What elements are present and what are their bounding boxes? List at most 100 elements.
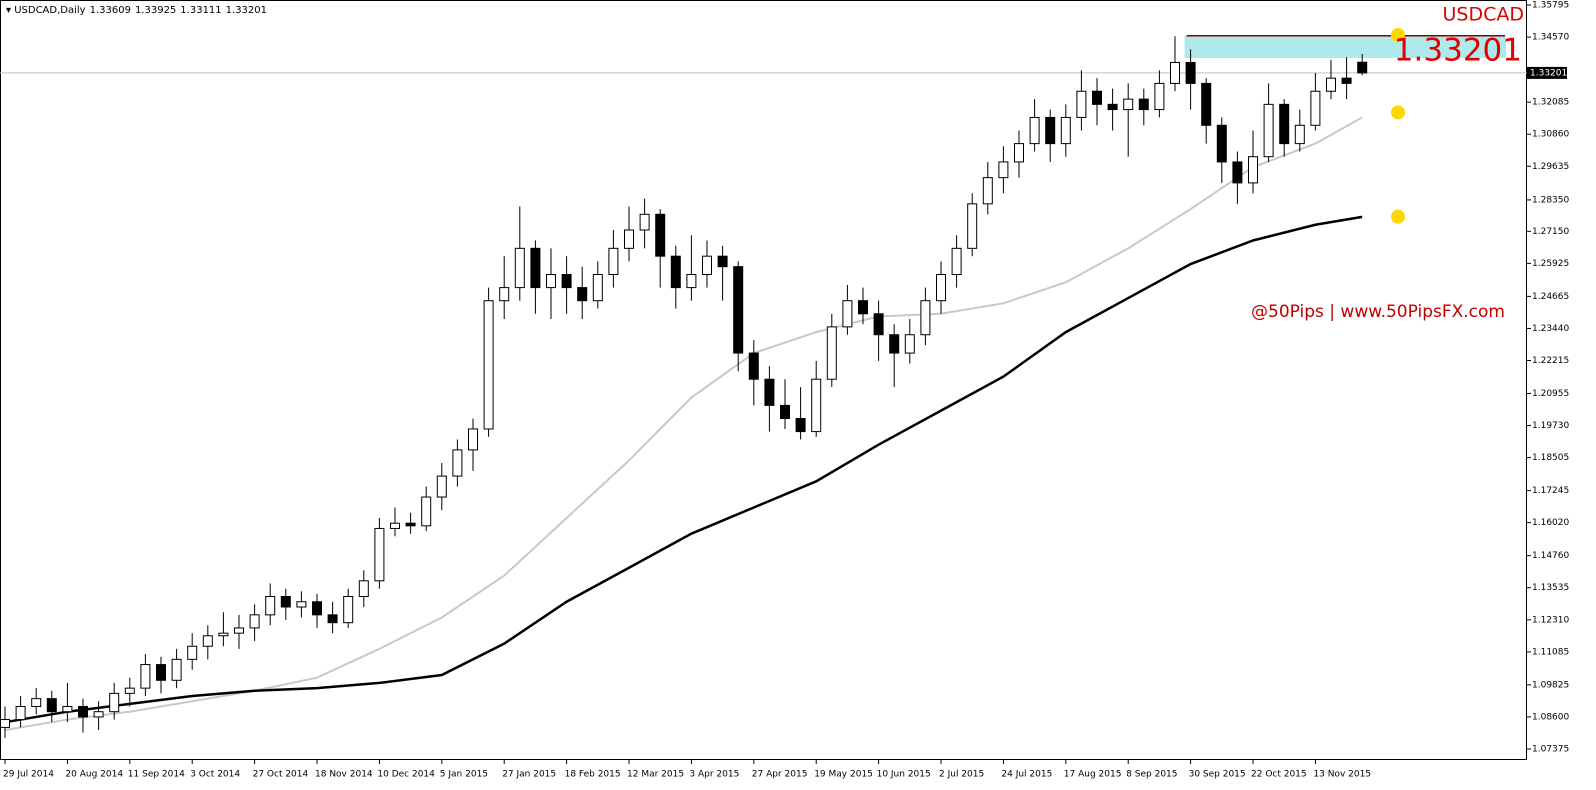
candle-body: [546, 274, 556, 289]
last-price-tag-label: 1.33201: [1530, 68, 1567, 78]
x-tick-label: 19 May 2015: [814, 770, 873, 780]
candle-body: [624, 229, 634, 249]
marker-dot: [1391, 209, 1405, 224]
x-tick-label: 22 Oct 2015: [1251, 770, 1307, 780]
candle-body: [374, 527, 385, 582]
candle-body: [1216, 124, 1227, 163]
candle-body: [1185, 61, 1196, 84]
candle-body: [686, 274, 697, 289]
candle-body: [249, 614, 260, 629]
candle-body: [452, 449, 463, 477]
candle-body: [826, 326, 837, 380]
y-tick-label: 1.25925: [1532, 259, 1569, 269]
candle-body: [1294, 124, 1305, 145]
chart-title: USDCAD: [1443, 4, 1525, 26]
y-tick-label: 1.22215: [1532, 356, 1569, 366]
plot-frame: [0, 0, 1527, 760]
candle-body: [1201, 82, 1212, 126]
y-tick-label: 1.11085: [1532, 647, 1569, 657]
candle-body: [577, 287, 588, 302]
candle-body: [78, 705, 88, 718]
candle-body: [109, 692, 120, 713]
candle-body: [1310, 90, 1321, 126]
candle-body: [15, 705, 26, 721]
candle-body: [124, 687, 135, 694]
candle-body: [421, 496, 432, 527]
candle-body: [1138, 98, 1149, 111]
candle-body: [187, 645, 198, 660]
x-tick-label: 30 Sep 2015: [1189, 770, 1246, 780]
candle-body: [296, 601, 307, 608]
candle-body: [811, 378, 822, 433]
candle-body: [436, 475, 447, 498]
x-tick-label: 12 Mar 2015: [627, 770, 684, 780]
candle-body: [93, 711, 104, 718]
candle-body: [1279, 103, 1290, 145]
candle-body: [655, 213, 666, 257]
candle-body: [1232, 161, 1243, 184]
y-tick-label: 1.07375: [1532, 745, 1569, 755]
header-open: 1.33609: [90, 5, 131, 16]
candle-body: [390, 522, 400, 529]
header-high: 1.33925: [135, 5, 176, 16]
x-tick-label: 18 Feb 2015: [565, 770, 621, 780]
candle-body: [468, 428, 478, 451]
y-tick-label: 1.09825: [1532, 680, 1569, 690]
candle-body: [171, 658, 182, 681]
candle-body: [514, 247, 525, 289]
last-price-big: 1.33201: [1394, 33, 1522, 69]
candle-body: [920, 300, 931, 336]
candle-body: [1248, 156, 1258, 184]
candle-body: [1029, 116, 1040, 145]
candle-body: [873, 313, 884, 336]
moving-average: [4, 215, 1363, 724]
candle-body: [1014, 143, 1024, 163]
x-tick-label: 17 Aug 2015: [1064, 770, 1122, 780]
candle-body: [0, 719, 10, 728]
candle-body: [1357, 61, 1368, 74]
candle-body: [733, 266, 744, 354]
candle-body: [998, 161, 1009, 179]
candle-body: [639, 213, 650, 231]
moving-average: [4, 116, 1363, 732]
candle-body: [530, 247, 541, 289]
candle-body: [592, 274, 603, 302]
x-tick-label: 8 Sep 2015: [1126, 770, 1177, 780]
candle-body: [1045, 116, 1056, 145]
candle-body: [764, 378, 775, 406]
x-tick-label: 27 Oct 2014: [253, 770, 309, 780]
x-tick-label: 13 Nov 2015: [1313, 770, 1371, 780]
candle-body: [1326, 77, 1336, 92]
candle-body: [140, 664, 151, 689]
candle-body: [46, 698, 57, 713]
candle-body: [202, 635, 213, 647]
candle-body: [343, 596, 354, 624]
x-tick-label: 2 Jul 2015: [939, 770, 984, 780]
candle-body: [780, 404, 790, 419]
candle-body: [280, 596, 291, 608]
header-close: 1.33201: [226, 5, 267, 16]
y-tick-label: 1.12310: [1532, 615, 1569, 625]
y-tick-label: 1.14760: [1532, 551, 1569, 561]
candle-body: [1060, 116, 1071, 145]
candle-body: [218, 632, 229, 637]
x-tick-label: 24 Jul 2015: [1001, 770, 1052, 780]
candle-body: [795, 417, 806, 433]
marker-dot: [1391, 105, 1405, 120]
candle-body: [1154, 82, 1165, 111]
candle-body: [62, 705, 73, 713]
last-price-tag: [1527, 66, 1567, 79]
candle-body: [982, 177, 993, 205]
header-arrow: ▾: [6, 5, 14, 16]
candle-body: [327, 614, 338, 624]
candle-body: [358, 580, 369, 598]
y-tick-label: 1.08600: [1532, 712, 1569, 722]
candle-body: [156, 664, 166, 681]
candle-body: [1123, 98, 1134, 111]
x-tick-label: 11 Sep 2014: [128, 770, 185, 780]
y-tick-label: 1.29635: [1532, 162, 1569, 172]
x-tick-label: 29 Jul 2014: [3, 770, 54, 780]
resistance-zone: [1184, 35, 1506, 59]
